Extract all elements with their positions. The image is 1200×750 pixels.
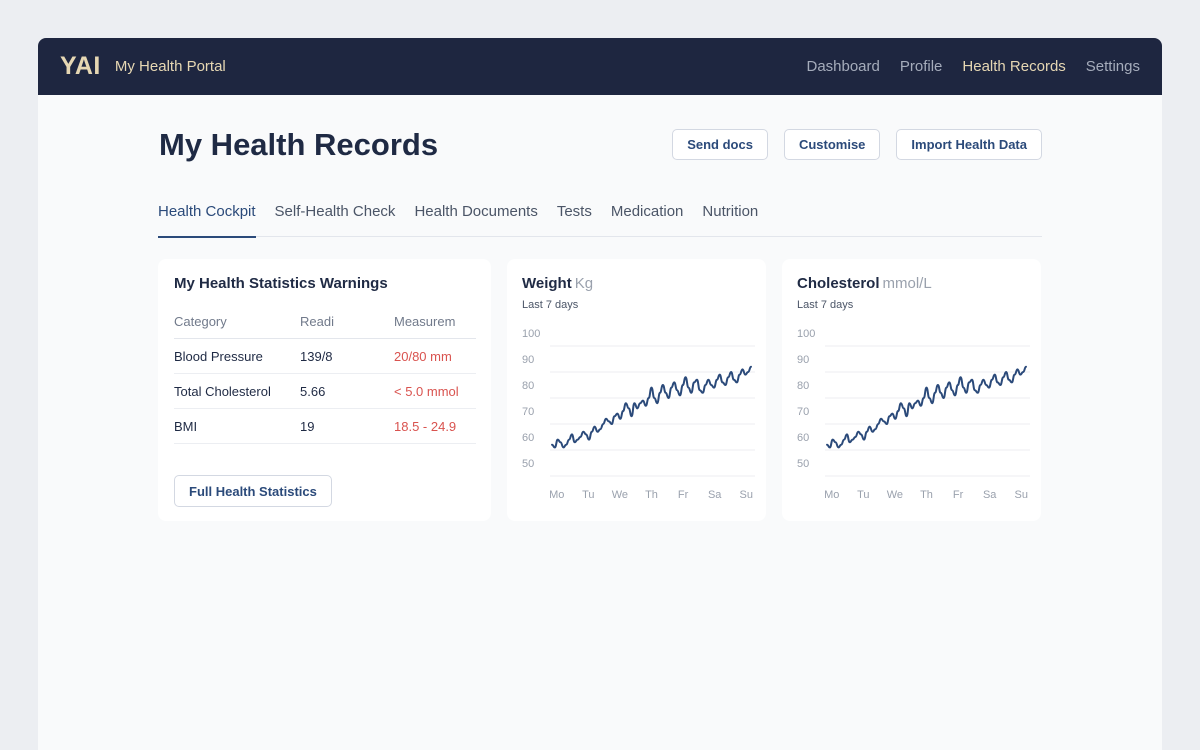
health-warnings-card: My Health Statistics Warnings Category R…: [158, 259, 491, 521]
import-health-data-button[interactable]: Import Health Data: [896, 129, 1042, 160]
x-tick-label: Su: [1015, 489, 1028, 501]
column-header-category: Category: [174, 314, 227, 329]
brand-logo[interactable]: YAI: [60, 52, 101, 80]
row-category: BMI: [174, 418, 198, 434]
tab-self-health-check[interactable]: Self-Health Check: [274, 203, 396, 220]
full-health-statistics-button[interactable]: Full Health Statistics: [174, 475, 332, 507]
series-line: [551, 365, 752, 449]
chart-subtitle: Last 7 days: [522, 299, 579, 311]
x-tick-label: Tu: [582, 489, 594, 501]
warnings-table: Category Readi Measurem Blood Pressure 1…: [174, 305, 476, 444]
row-measurement: 18.5 - 24.9: [394, 418, 457, 434]
weight-chart: 100 90 80 70 60 50 Mo Tu We Th Fr Sa Su: [522, 328, 755, 501]
x-tick-label: Tu: [857, 489, 869, 501]
y-tick-label: 90: [797, 354, 809, 366]
y-tick-label: 100: [797, 328, 815, 340]
warnings-title: My Health Statistics Warnings: [174, 275, 388, 292]
series-line: [826, 365, 1027, 449]
nav-settings[interactable]: Settings: [1085, 58, 1140, 75]
app-window: YAI My Health Portal Dashboard Profile H…: [38, 38, 1162, 750]
chart-subtitle: Last 7 days: [797, 299, 854, 311]
app-title: My Health Portal: [114, 58, 226, 75]
chart-unit: mmol/L: [882, 275, 932, 292]
page-title: My Health Records: [159, 127, 439, 162]
cholesterol-chart-card: Cholesterol mmol/L Last 7 days 100 90 80 70 6…: [782, 259, 1041, 521]
x-tick-label: Mo: [824, 489, 839, 501]
x-tick-label: We: [612, 489, 628, 501]
y-tick-label: 80: [797, 380, 809, 392]
y-tick-label: 80: [522, 380, 534, 392]
x-tick-label: Mo: [549, 489, 564, 501]
y-tick-label: 60: [522, 432, 534, 444]
records-tabs: Health Cockpit Self-Health Check Health …: [158, 201, 1042, 238]
cholesterol-chart-title: Cholesterol mmol/L: [797, 275, 932, 292]
x-tick-label: Fr: [953, 489, 964, 501]
y-tick-label: 50: [522, 458, 534, 470]
tab-nutrition[interactable]: Nutrition: [702, 203, 759, 220]
tab-medication[interactable]: Medication: [610, 203, 684, 220]
nav-health-records[interactable]: Health Records: [962, 58, 1066, 75]
weight-chart-card: Weight Kg Last 7 days 100 90 80 70 60 50 Mo Tu We…: [507, 259, 766, 521]
main-nav: Dashboard Profile Health Records Setting…: [806, 58, 1140, 75]
table-row: Blood Pressure 139/8 20/80 mm: [174, 339, 476, 374]
x-tick-label: Th: [645, 489, 658, 501]
x-tick-label: Sa: [983, 489, 997, 501]
tab-health-cockpit[interactable]: Health Cockpit: [158, 201, 256, 238]
y-tick-label: 60: [797, 432, 809, 444]
x-tick-label: Fr: [678, 489, 689, 501]
row-measurement: 20/80 mm: [394, 348, 452, 364]
row-measurement: < 5.0 mmol: [394, 383, 459, 399]
page-actions: Send docs Customise Import Health Data: [672, 129, 1042, 160]
send-docs-button[interactable]: Send docs: [672, 129, 768, 160]
cholesterol-chart: 100 90 80 70 60 50 Mo Tu We Th Fr Sa Su: [797, 328, 1030, 501]
row-reading: 5.66: [300, 383, 326, 399]
x-tick-label: We: [887, 489, 903, 501]
top-navbar: YAI My Health Portal Dashboard Profile H…: [38, 38, 1162, 95]
row-category: Total Cholesterol: [174, 383, 271, 399]
table-row: BMI 19 18.5 - 24.9: [174, 409, 476, 444]
y-tick-label: 70: [797, 406, 809, 418]
nav-profile[interactable]: Profile: [899, 58, 943, 75]
y-tick-label: 90: [522, 354, 534, 366]
row-reading: 139/8: [300, 348, 333, 364]
row-reading: 19: [300, 418, 315, 434]
table-header-row: Category Readi Measurem: [174, 305, 476, 339]
nav-dashboard[interactable]: Dashboard: [806, 58, 880, 75]
y-tick-label: 100: [522, 328, 540, 340]
weight-chart-title: Weight Kg: [522, 275, 593, 292]
tab-health-documents[interactable]: Health Documents: [414, 203, 538, 220]
tab-tests[interactable]: Tests: [556, 203, 592, 220]
x-tick-label: Th: [920, 489, 933, 501]
column-header-reading: Readi: [300, 314, 334, 329]
table-row: Total Cholesterol 5.66 < 5.0 mmol: [174, 374, 476, 409]
row-category: Blood Pressure: [174, 348, 263, 364]
x-tick-label: Sa: [708, 489, 722, 501]
y-tick-label: 70: [522, 406, 534, 418]
chart-title-text: Weight: [522, 275, 572, 292]
chart-unit: Kg: [574, 275, 594, 292]
chart-title-text: Cholesterol: [797, 275, 880, 292]
customise-button[interactable]: Customise: [783, 129, 881, 160]
x-tick-label: Su: [740, 489, 753, 501]
y-tick-label: 50: [797, 458, 809, 470]
column-header-measurement: Measurem: [394, 314, 456, 329]
